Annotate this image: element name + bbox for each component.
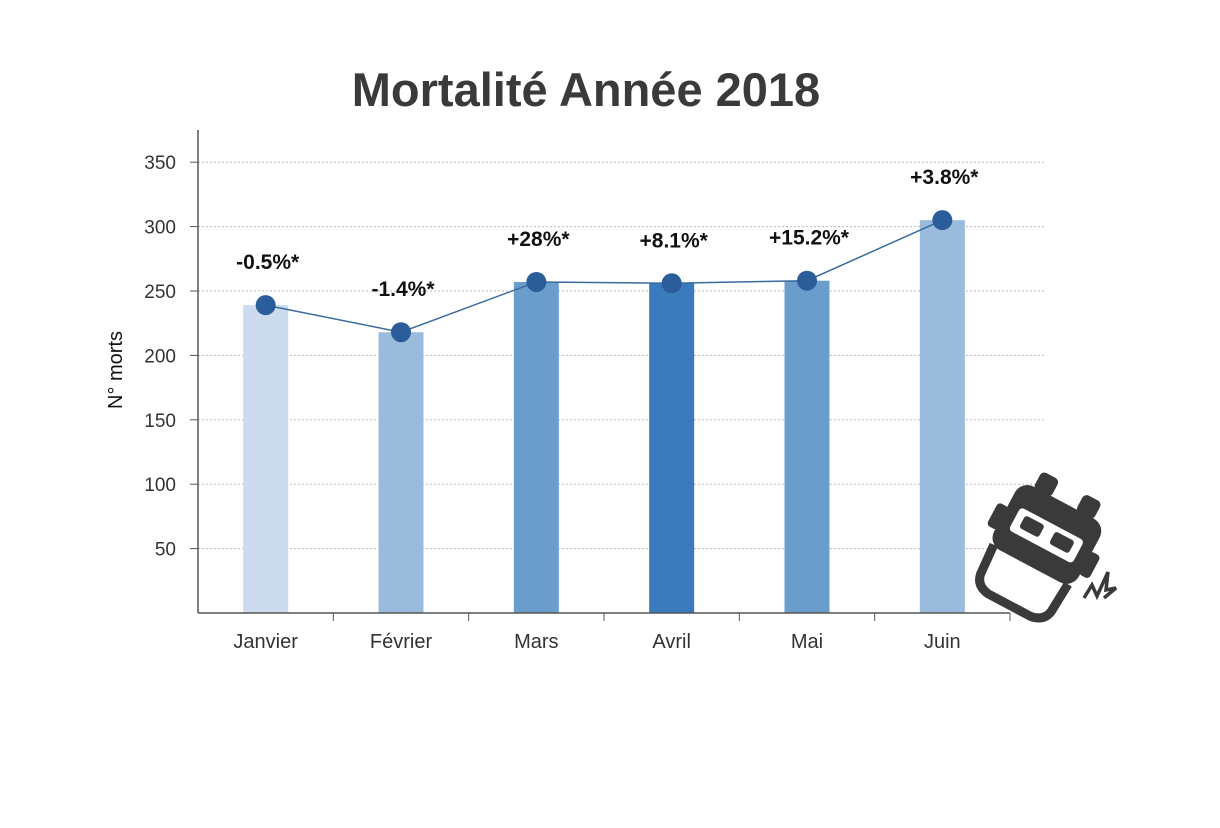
bar-juin <box>919 220 965 613</box>
data-point-mai <box>797 270 817 291</box>
y-tick-label: 250 <box>144 282 176 303</box>
car-crash-icon <box>975 472 1102 623</box>
y-tick-label: 100 <box>144 475 176 496</box>
bar-avril <box>649 283 695 613</box>
x-tick-label: Mars <box>514 631 558 653</box>
y-tick-label: 150 <box>144 411 176 432</box>
y-tick-label: 50 <box>155 540 176 561</box>
data-point-avril <box>661 273 682 294</box>
data-label-juin: +3.8%* <box>910 166 979 189</box>
data-point-janvier <box>255 295 276 316</box>
trend-polyline <box>265 219 943 333</box>
impact-spark-icon <box>1082 571 1118 601</box>
data-label-mars: +28%* <box>507 228 570 251</box>
x-tick-label: Juin <box>924 631 961 653</box>
y-tick-label: 350 <box>144 153 176 174</box>
bars <box>243 220 965 613</box>
trend-line <box>255 210 953 343</box>
y-tick-label: 200 <box>144 346 176 367</box>
bar-mars <box>513 281 559 613</box>
bar-mai <box>784 280 830 613</box>
bar-janvier <box>243 305 289 613</box>
y-tick-label: 300 <box>144 218 176 239</box>
x-tick-label: Avril <box>652 631 691 653</box>
x-tick-label: Janvier <box>233 631 298 653</box>
x-tick-label: Février <box>370 631 433 653</box>
data-label-avril: +8.1%* <box>640 229 709 252</box>
chart-title: Mortalité Année 2018 <box>351 63 821 116</box>
data-point-mars <box>526 271 547 292</box>
data-point-juin <box>932 210 953 231</box>
x-tick-label: Mai <box>791 631 823 653</box>
axes <box>190 130 1011 621</box>
data-label-janvier: -0.5%* <box>236 251 300 274</box>
grid-lines <box>198 161 1045 550</box>
y-axis-label: N° morts <box>105 331 127 409</box>
bar-février <box>378 332 424 613</box>
labels: 50 100 150 200 250 300 350 Janvier Février Mars Av… <box>144 153 979 653</box>
data-label-février: -1.4%* <box>371 278 435 301</box>
data-point-février <box>391 322 411 343</box>
data-label-mai: +15.2%* <box>769 227 850 250</box>
